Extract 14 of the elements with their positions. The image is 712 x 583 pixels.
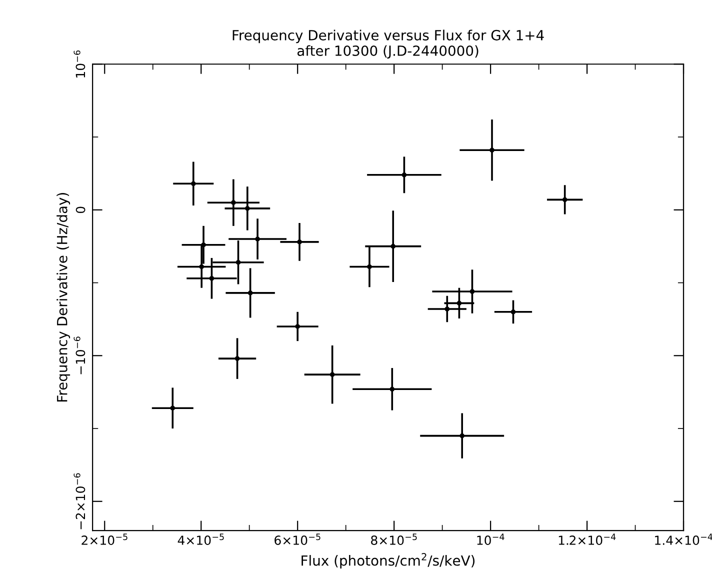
- x-tick-label: 1.4×10$^{−4}$: [655, 534, 712, 545]
- chart-title: Frequency Derivative versus Flux for GX 1+4 after 10300 (J.D-2440000): [232, 30, 544, 59]
- y-axis-title: Frequency Derivative (Hz/day): [56, 193, 70, 402]
- x-axis-title: Flux (photons/cm$^{2}$/s/keV): [302, 553, 475, 568]
- x-tick-label: 8×10$^{−5}$: [371, 534, 417, 545]
- y-tick-label: −2×10$^{−6}$: [74, 473, 86, 530]
- x-tick-label: 6×10$^{−5}$: [274, 534, 320, 545]
- x-tick-label: 2×10$^{−5}$: [82, 534, 128, 545]
- y-tick-label: 0: [76, 206, 86, 214]
- x-tick-label: 1.2×10$^{−4}$: [558, 534, 616, 545]
- y-tick-label: 10$^{−6}$: [74, 50, 86, 78]
- x-tick-label: 4×10$^{−5}$: [178, 534, 224, 545]
- x-tick-label: 10$^{−4}$: [477, 534, 504, 545]
- y-tick-label: −10$^{−6}$: [74, 336, 86, 374]
